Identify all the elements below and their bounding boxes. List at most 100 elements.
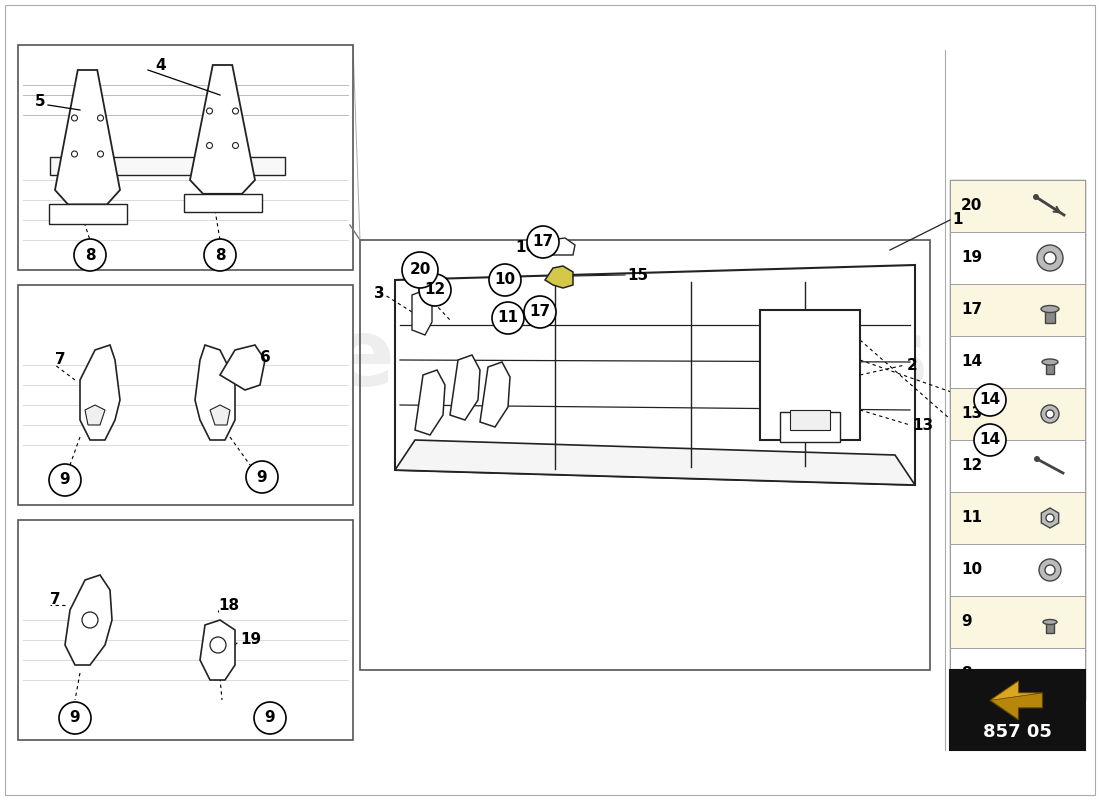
Bar <box>950 670 1085 750</box>
Bar <box>950 648 1085 700</box>
Circle shape <box>210 637 225 653</box>
Bar <box>1046 674 1054 685</box>
Circle shape <box>98 115 103 121</box>
Text: 12: 12 <box>425 282 446 298</box>
Polygon shape <box>544 266 573 288</box>
Polygon shape <box>450 355 480 420</box>
Bar <box>950 388 1085 440</box>
Bar <box>950 180 1085 700</box>
Bar <box>950 596 1085 648</box>
Ellipse shape <box>1044 671 1056 677</box>
Circle shape <box>492 302 524 334</box>
Ellipse shape <box>1042 359 1058 365</box>
Bar <box>1046 362 1054 374</box>
Polygon shape <box>210 405 230 425</box>
Bar <box>950 492 1085 544</box>
Circle shape <box>74 239 106 271</box>
Polygon shape <box>80 345 120 440</box>
Text: 857 05: 857 05 <box>983 723 1052 742</box>
Text: 13: 13 <box>912 418 933 433</box>
Bar <box>1046 622 1054 633</box>
Text: a passion for parts since 1985: a passion for parts since 1985 <box>393 376 788 484</box>
Bar <box>760 310 860 440</box>
Ellipse shape <box>1041 306 1059 313</box>
Text: 9: 9 <box>59 473 70 487</box>
Polygon shape <box>195 345 235 440</box>
Bar <box>950 284 1085 336</box>
Circle shape <box>254 702 286 734</box>
Text: 20: 20 <box>409 262 431 278</box>
Bar <box>950 336 1085 388</box>
Polygon shape <box>55 70 120 204</box>
Circle shape <box>974 424 1006 456</box>
Text: 14: 14 <box>979 433 1001 447</box>
Text: 9: 9 <box>961 614 971 630</box>
Text: 12: 12 <box>961 458 982 474</box>
Text: 3: 3 <box>374 286 385 302</box>
Bar <box>1045 309 1055 323</box>
Polygon shape <box>65 575 112 665</box>
Bar <box>790 410 830 430</box>
Bar <box>950 544 1085 596</box>
Circle shape <box>419 274 451 306</box>
Text: 8: 8 <box>961 666 971 682</box>
Text: eurospares: eurospares <box>331 314 928 406</box>
Circle shape <box>527 226 559 258</box>
Text: 16: 16 <box>515 241 537 255</box>
Text: 8: 8 <box>85 247 96 262</box>
Text: 19: 19 <box>240 633 261 647</box>
Bar <box>50 157 285 175</box>
Text: 7: 7 <box>55 353 66 367</box>
Polygon shape <box>395 440 915 485</box>
Polygon shape <box>415 370 446 435</box>
Circle shape <box>82 612 98 628</box>
Text: 9: 9 <box>256 470 267 485</box>
Text: 7: 7 <box>50 593 60 607</box>
Text: 17: 17 <box>529 305 551 319</box>
Bar <box>780 412 840 442</box>
Text: 9: 9 <box>265 710 275 726</box>
Circle shape <box>1033 194 1039 200</box>
Circle shape <box>490 264 521 296</box>
Polygon shape <box>990 681 1043 720</box>
Circle shape <box>1040 559 1062 581</box>
Circle shape <box>1045 565 1055 575</box>
Polygon shape <box>412 290 432 335</box>
Bar <box>950 180 1085 232</box>
Text: 10: 10 <box>494 273 516 287</box>
Text: 14: 14 <box>961 354 982 370</box>
Text: 9: 9 <box>69 710 80 726</box>
Text: 2: 2 <box>908 358 917 373</box>
Text: 17: 17 <box>532 234 553 250</box>
Text: 18: 18 <box>218 598 239 613</box>
Circle shape <box>207 108 212 114</box>
Circle shape <box>72 115 77 121</box>
Polygon shape <box>990 681 1043 701</box>
Text: 8: 8 <box>214 247 225 262</box>
Circle shape <box>1044 252 1056 264</box>
Circle shape <box>204 239 236 271</box>
Circle shape <box>524 296 556 328</box>
Bar <box>950 440 1085 492</box>
Circle shape <box>246 461 278 493</box>
Circle shape <box>1034 456 1040 462</box>
Circle shape <box>59 702 91 734</box>
Polygon shape <box>1042 508 1058 528</box>
Polygon shape <box>480 362 510 427</box>
Circle shape <box>1046 514 1054 522</box>
Text: 11: 11 <box>961 510 982 526</box>
Text: 4: 4 <box>155 58 166 73</box>
Circle shape <box>402 252 438 288</box>
Text: 14: 14 <box>979 393 1001 407</box>
Ellipse shape <box>1043 619 1057 625</box>
Text: 17: 17 <box>961 302 982 318</box>
Polygon shape <box>540 238 575 255</box>
Text: 20: 20 <box>961 198 982 214</box>
Polygon shape <box>184 194 262 212</box>
Text: 10: 10 <box>961 562 982 578</box>
Polygon shape <box>395 265 915 485</box>
Circle shape <box>974 384 1006 416</box>
Circle shape <box>207 142 212 149</box>
Bar <box>18 45 353 270</box>
Text: 13: 13 <box>961 406 982 422</box>
